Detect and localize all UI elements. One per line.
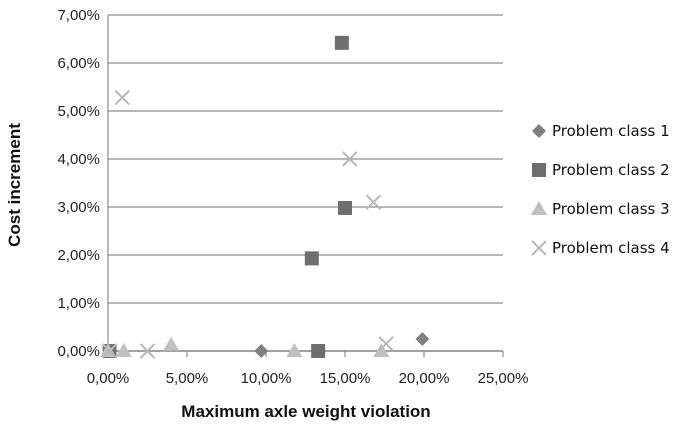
y-axis-title: Cost increment <box>5 123 24 247</box>
legend-item-4: Problem class 4 <box>531 239 670 257</box>
data-point-series-1 <box>415 332 430 346</box>
legend-label: Problem class 2 <box>552 161 670 179</box>
legend-label: Problem class 4 <box>552 239 670 257</box>
axes <box>107 15 504 357</box>
data-point-series-2 <box>311 344 326 358</box>
data-point-series-2 <box>304 251 319 266</box>
x-tick-label: 10,00% <box>241 370 292 387</box>
y-tick-label: 1,00% <box>57 295 100 312</box>
y-tick-label: 4,00% <box>57 151 100 168</box>
x-tick-label: 0,00% <box>87 370 130 387</box>
data-point-series-3 <box>373 343 390 357</box>
data-point-series-4 <box>342 151 358 167</box>
data-point-series-4 <box>365 194 382 210</box>
y-tick-label: 0,00% <box>57 343 100 360</box>
data-point-series-1 <box>254 344 269 358</box>
legend-label: Problem class 1 <box>552 122 670 140</box>
data-point-series-2 <box>338 200 352 215</box>
data-point-series-2 <box>334 35 349 50</box>
data-point-series-4 <box>139 343 156 359</box>
x-axis-title: Maximum axle weight violation <box>181 402 430 421</box>
gridlines <box>108 14 503 352</box>
legend-marker <box>532 124 546 138</box>
data-point-series-3 <box>163 336 180 351</box>
y-tick-label: 3,00% <box>57 199 100 216</box>
x-tick-label: 25,00% <box>478 370 529 387</box>
data-point-series-3 <box>286 343 303 357</box>
legend-item-2: Problem class 2 <box>532 161 670 179</box>
y-tick-labels: 0,00% 1,00% 2,00% 3,00% 4,00% 5,00% 6,00% 7,00% <box>57 7 100 360</box>
legend-item-3: Problem class 3 <box>531 200 670 218</box>
legend-marker <box>531 201 547 215</box>
data-point-series-3 <box>115 343 132 357</box>
y-tick-label: 5,00% <box>57 103 100 120</box>
legend-label: Problem class 3 <box>552 200 670 218</box>
legend-item-1: Problem class 1 <box>532 122 670 140</box>
data-point-series-4 <box>378 336 394 352</box>
x-tick-label: 5,00% <box>166 370 209 387</box>
data-point-series-4 <box>114 89 130 106</box>
data-point-series-4 <box>101 343 118 359</box>
legend-marker <box>532 163 546 177</box>
y-tick-label: 2,00% <box>57 247 100 264</box>
x-tick-label: 20,00% <box>399 370 450 387</box>
legend-marker <box>531 240 547 256</box>
y-tick-label: 7,00% <box>57 7 100 24</box>
legend: Problem class 1 Problem class 2 Problem cl… <box>531 122 670 257</box>
x-tick-label: 15,00% <box>320 370 371 387</box>
data-points <box>100 35 430 359</box>
x-tick-labels: 0,00% 5,00% 10,00% 15,00% 20,00% 25,00% <box>87 370 529 387</box>
y-tick-label: 6,00% <box>57 55 100 72</box>
